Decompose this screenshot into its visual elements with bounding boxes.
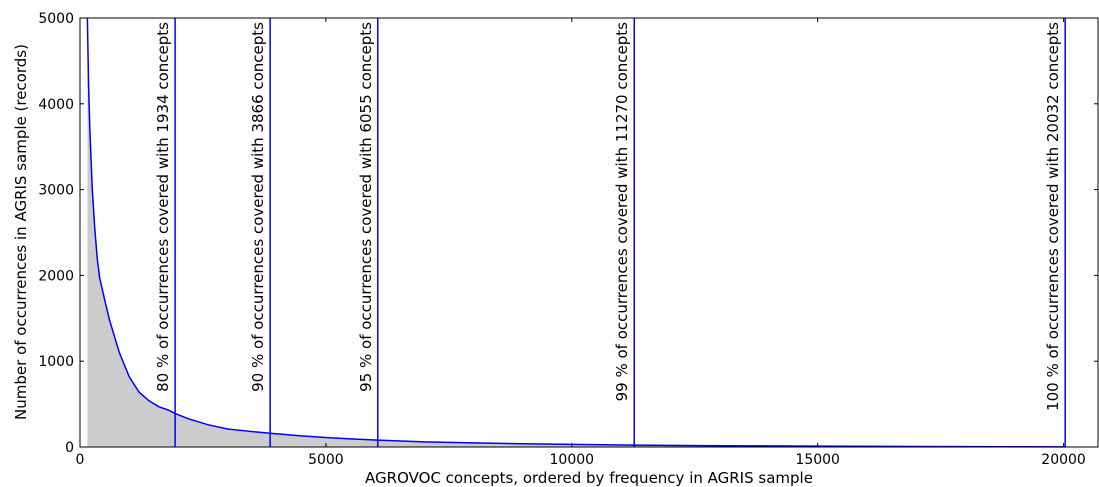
coverage-label-1: 90 % of occurrences covered with 3866 co… <box>249 22 267 392</box>
x-tick-label-4: 20000 <box>1041 452 1086 468</box>
x-tick-label-2: 10000 <box>550 452 595 468</box>
x-axis-label: AGROVOC concepts, ordered by frequency i… <box>365 469 813 487</box>
y-axis-label: Number of occurrences in AGRIS sample (r… <box>12 44 30 420</box>
x-tick-label-3: 15000 <box>795 452 840 468</box>
y-tick-label-4: 4000 <box>38 97 74 113</box>
x-tick-label-0: 0 <box>76 452 85 468</box>
coverage-label-0: 80 % of occurrences covered with 1934 co… <box>154 22 172 392</box>
frequency-curve <box>86 17 1066 448</box>
y-tick-label-1: 1000 <box>38 354 74 370</box>
x-tick-label-1: 5000 <box>308 452 344 468</box>
y-tick-label-5: 5000 <box>38 11 74 27</box>
plot-frame <box>79 17 1099 448</box>
coverage-label-4: 100 % of occurrences covered with 20032 … <box>1044 22 1062 411</box>
coverage-label-2: 95 % of occurrences covered with 6055 co… <box>357 22 375 392</box>
y-tick-label-3: 3000 <box>38 183 74 199</box>
area-fill <box>87 18 1066 447</box>
y-tick-label-0: 0 <box>65 440 74 456</box>
y-tick-label-2: 2000 <box>38 268 74 284</box>
coverage-label-3: 99 % of occurrences covered with 11270 c… <box>613 22 631 402</box>
